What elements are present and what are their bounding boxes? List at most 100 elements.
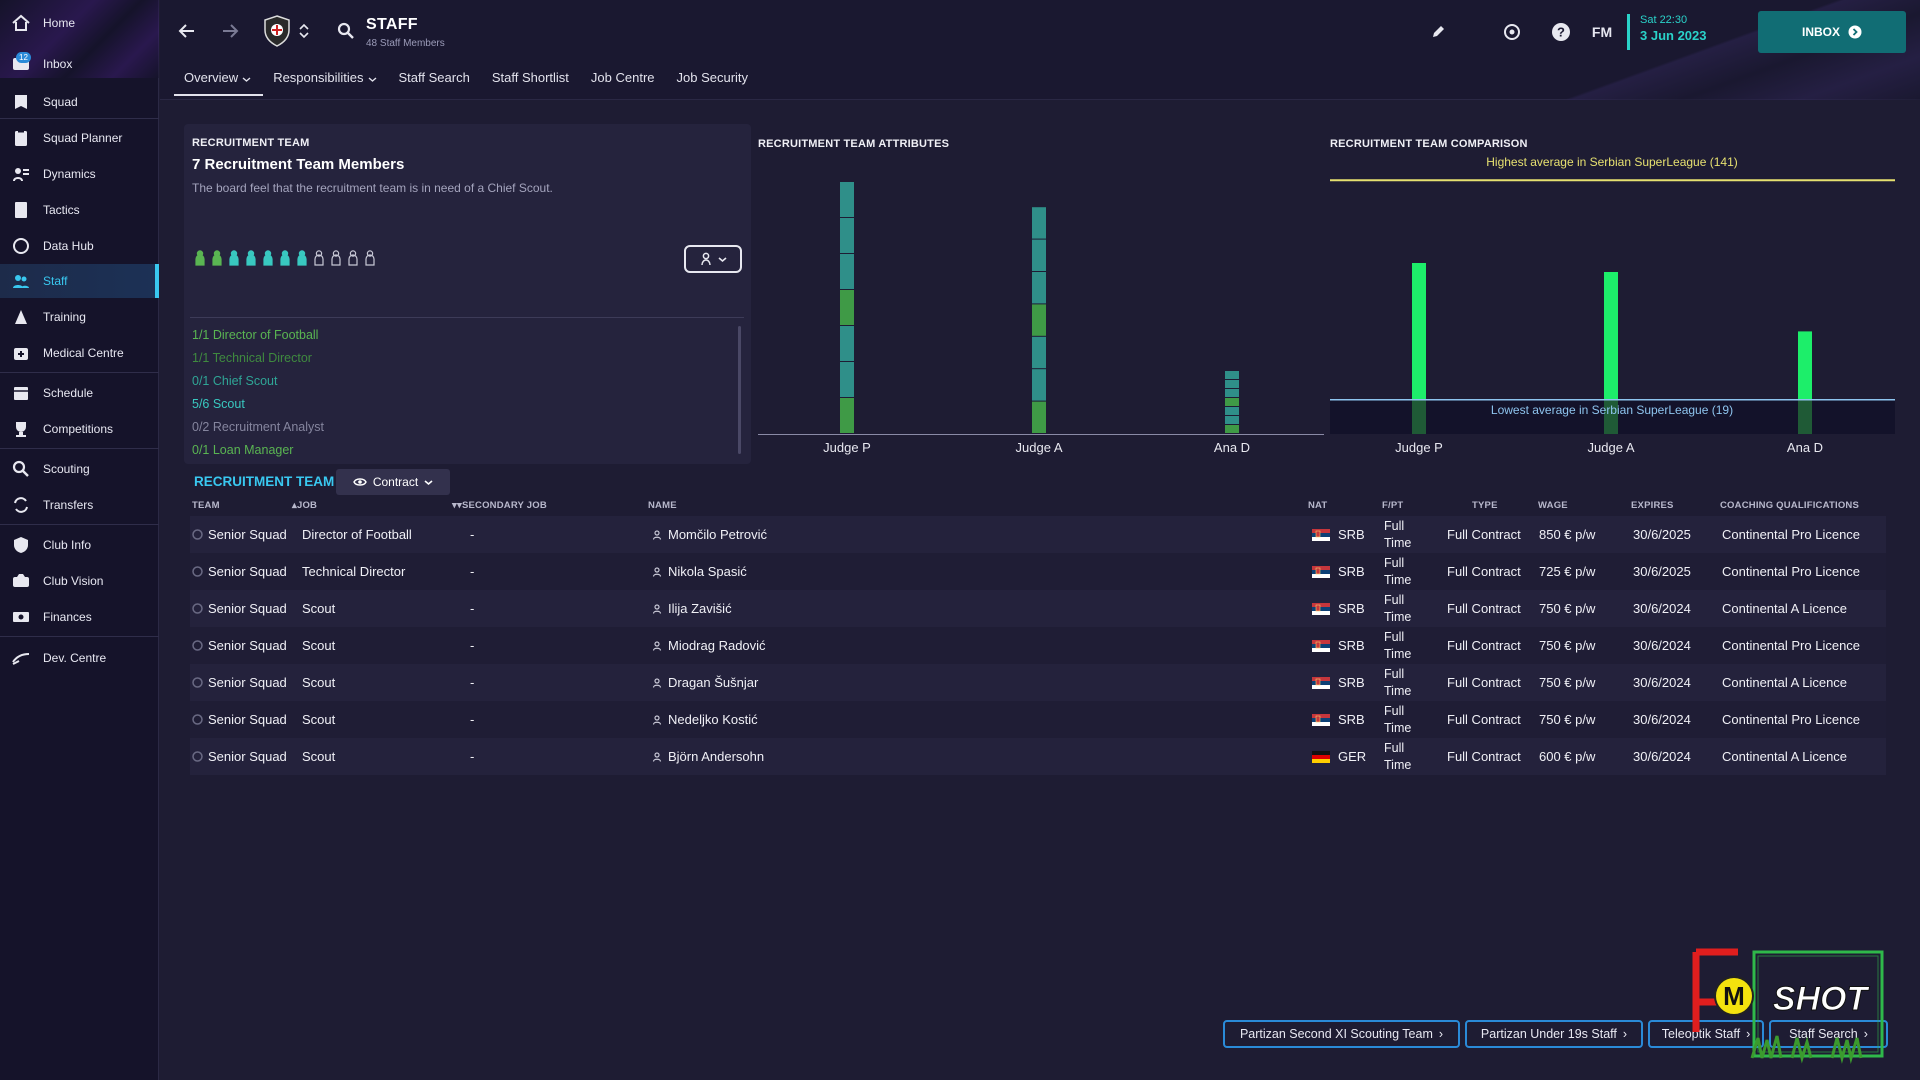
partizan-under-19s-staff-button[interactable]: Partizan Under 19s Staff › (1465, 1020, 1643, 1048)
attribute-bar-segment[interactable] (840, 326, 854, 361)
sidebar-item-staff[interactable]: Staff (0, 264, 159, 298)
cell-name[interactable]: Nikola Spasić (652, 553, 747, 590)
attribute-bar-segment[interactable] (1225, 425, 1239, 433)
forward-button[interactable] (217, 18, 243, 44)
cell-name[interactable]: Ilija Zavišić (652, 590, 732, 627)
sidebar-item-schedule[interactable]: Schedule (0, 376, 159, 410)
cell-type: Full Contract (1447, 564, 1521, 579)
sidebar-item-label: Staff (43, 274, 68, 288)
attribute-bar-segment[interactable] (840, 362, 854, 397)
col-job-sort[interactable]: ▴JOB (292, 500, 317, 511)
sidebar-item-club-vision[interactable]: Club Vision (0, 564, 159, 598)
sidebar-item-dynamics[interactable]: Dynamics (0, 157, 159, 191)
tab-staff-shortlist[interactable]: Staff Shortlist (482, 64, 581, 96)
attribute-bar-segment[interactable] (840, 290, 854, 325)
attribute-bar-segment[interactable] (840, 182, 854, 217)
sidebar-item-dev-centre[interactable]: Dev. Centre (0, 641, 159, 675)
club-switcher[interactable] (297, 18, 311, 44)
fm-menu-button[interactable]: FM (1591, 24, 1613, 40)
attribute-bar-segment[interactable] (1225, 380, 1239, 388)
table-row[interactable]: Senior Squad Scout - Ilija Zavišić SRB Full Ti… (190, 590, 1886, 627)
scrollbar[interactable] (738, 326, 741, 454)
tab-job-centre[interactable]: Job Centre (581, 64, 667, 96)
cell-name[interactable]: Momčilo Petrović (652, 516, 767, 553)
table-row[interactable]: Senior Squad Director of Football - Momčilo… (190, 516, 1886, 553)
sidebar-item-home[interactable]: Home (0, 6, 159, 40)
cell-fpt: Full Time (1384, 627, 1411, 664)
staff-search-button[interactable]: Staff Search › (1769, 1020, 1888, 1048)
cell-name[interactable]: Björn Andersohn (652, 738, 764, 775)
sidebar-item-transfers[interactable]: Transfers (0, 488, 159, 522)
attribute-bar-segment[interactable] (1225, 389, 1239, 397)
trophy-icon (11, 419, 31, 439)
table-row[interactable]: Senior Squad Technical Director - Nikola Sp… (190, 553, 1886, 590)
edit-button[interactable] (1428, 22, 1448, 42)
tab-staff-search[interactable]: Staff Search (389, 64, 482, 96)
search-button[interactable] (335, 20, 357, 42)
col-coaching-qualifications[interactable]: COACHING QUALIFICATIONS (1720, 500, 1860, 511)
col-type[interactable]: TYPE (1472, 500, 1498, 511)
tab-responsibilities[interactable]: Responsibilities (263, 64, 388, 96)
attribute-bar-segment[interactable] (1225, 407, 1239, 415)
attribute-bar-segment[interactable] (840, 218, 854, 253)
col-secondary-job: SECONDARY JOB (461, 500, 547, 511)
col-wage[interactable]: WAGE (1538, 500, 1568, 511)
attribute-bar-segment[interactable] (1032, 401, 1046, 433)
teleoptik-staff-button[interactable]: Teleoptik Staff › (1648, 1020, 1764, 1048)
attribute-bar-segment[interactable] (1032, 336, 1046, 369)
attribute-bar-segment[interactable] (1032, 272, 1046, 304)
comparison-bar[interactable] (1798, 331, 1812, 400)
sidebar-item-club-info[interactable]: Club Info (0, 528, 159, 562)
table-row[interactable]: Senior Squad Scout - Miodrag Radović SRB Full… (190, 627, 1886, 664)
table-row[interactable]: Senior Squad Scout - Nedeljko Kostić SRB Full… (190, 701, 1886, 738)
attribute-bar-segment[interactable] (840, 398, 854, 433)
contract-view-dropdown[interactable]: Contract (336, 469, 450, 495)
cell-name[interactable]: Nedeljko Kostić (652, 701, 758, 738)
attribute-bar-segment[interactable] (1032, 207, 1046, 239)
comparison-bar[interactable] (1412, 263, 1426, 400)
attribute-bar-segment[interactable] (1225, 416, 1239, 424)
person-icon (652, 603, 662, 614)
sidebar-item-squad-planner[interactable]: Squad Planner (0, 121, 159, 155)
cell-coaching-qualifications: Continental Pro Licence (1722, 712, 1861, 727)
sidebar-item-scouting[interactable]: Scouting (0, 452, 159, 486)
cell-wage: 850 € p/w (1539, 527, 1596, 542)
view-filter-button[interactable] (684, 245, 742, 273)
attribute-bar-segment[interactable] (1032, 304, 1046, 336)
col-name[interactable]: NAME (648, 500, 677, 511)
attribute-bar-segment[interactable] (1032, 369, 1046, 401)
sidebar-item-medical-centre[interactable]: Medical Centre (0, 336, 159, 370)
tab-overview[interactable]: Overview (174, 64, 264, 96)
sidebar-item-tactics[interactable]: Tactics (0, 193, 159, 227)
cell-name[interactable]: Miodrag Radović (652, 627, 766, 664)
sidebar-item-data-hub[interactable]: Data Hub (0, 229, 159, 263)
table-row[interactable]: Senior Squad Scout - Björn Andersohn GER Full… (190, 738, 1886, 775)
sidebar-item-inbox[interactable]: Inbox 12 (0, 47, 159, 81)
club-crest[interactable] (262, 14, 292, 48)
col-secondary-job-sort[interactable]: ▾▾SECONDARY JOB (452, 500, 547, 511)
col-fpt[interactable]: F/PT (1382, 500, 1404, 511)
cell-name[interactable]: Dragan Šušnjar (652, 664, 758, 701)
sidebar-item-squad[interactable]: Squad (0, 85, 159, 119)
attribute-bar-segment[interactable] (1032, 239, 1046, 271)
col-expires[interactable]: EXPIRES (1631, 500, 1674, 511)
table-row[interactable]: Senior Squad Scout - Dragan Šušnjar SRB Full T… (190, 664, 1886, 701)
sidebar-item-finances[interactable]: Finances (0, 600, 159, 634)
attribute-bar-segment[interactable] (1225, 398, 1239, 406)
feedback-button[interactable] (1500, 20, 1524, 44)
inbox-continue-button[interactable]: INBOX (1758, 11, 1906, 53)
col-nat[interactable]: NAT (1308, 500, 1328, 511)
cell-expires: 30/6/2024 (1633, 601, 1691, 616)
col-team[interactable]: TEAM (192, 500, 220, 511)
tab-job-security[interactable]: Job Security (667, 64, 761, 96)
game-date[interactable]: Sat 22:30 3 Jun 2023 (1627, 14, 1707, 50)
partizan-second-xi-scouting-button[interactable]: Partizan Second XI Scouting Team › (1223, 1020, 1460, 1048)
attribute-bar-segment[interactable] (1225, 371, 1239, 379)
help-button[interactable]: ? (1549, 20, 1573, 44)
back-button[interactable] (174, 18, 200, 44)
comparison-bar[interactable] (1604, 272, 1618, 400)
sidebar-item-competitions[interactable]: Competitions (0, 412, 159, 446)
attribute-bar-segment[interactable] (840, 254, 854, 289)
sidebar-item-training[interactable]: Training (0, 300, 159, 334)
row-status-icon (192, 516, 203, 553)
